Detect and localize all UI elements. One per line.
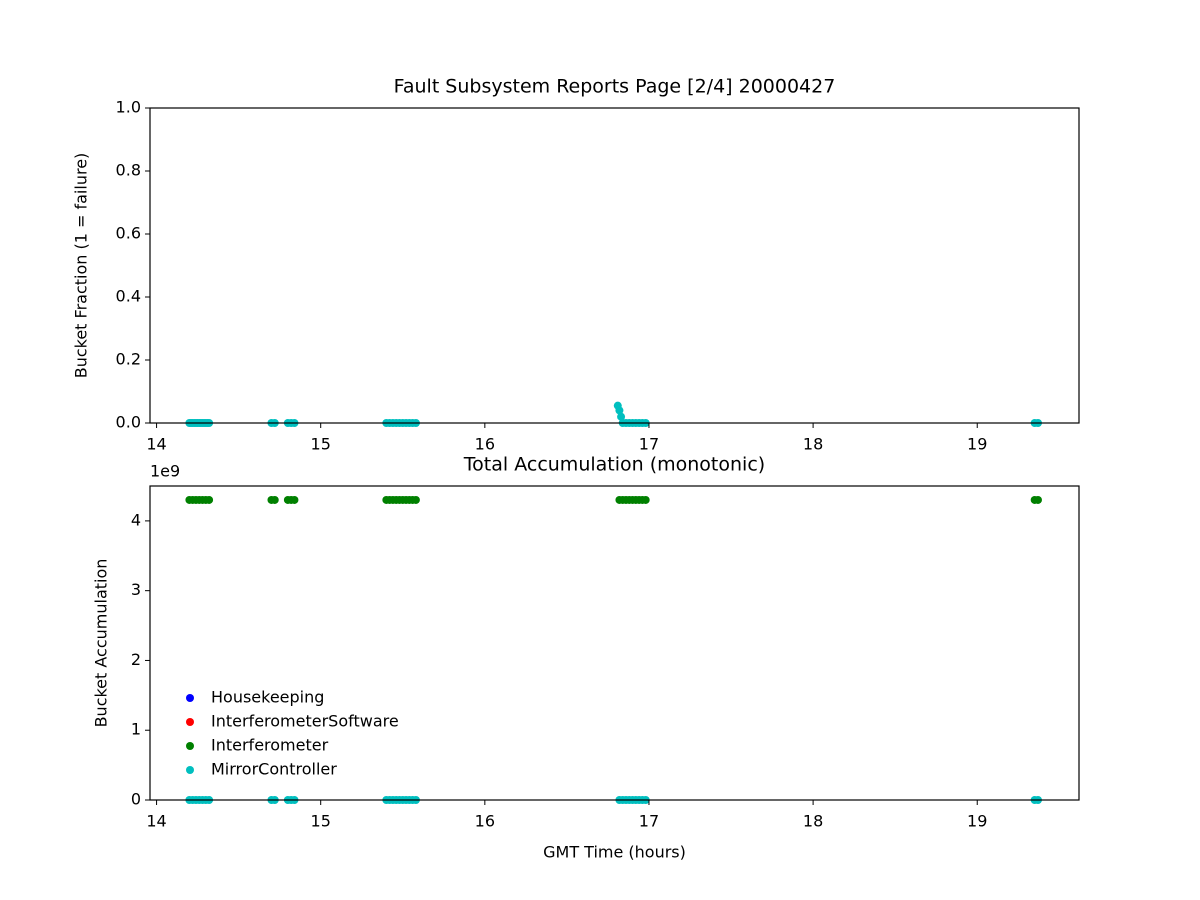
x-tick-label: 16 [475,812,495,831]
y-tick-label: 3 [131,580,141,599]
x-axis-label: GMT Time (hours) [543,843,686,862]
y-tick-label: 0.4 [116,287,141,306]
legend-label: Interferometer [211,736,329,755]
y-tick-label: 0 [131,790,141,809]
point [641,495,650,504]
x-tick-label: 18 [803,812,823,831]
x-tick-label: 19 [967,435,987,454]
y-tick-label: 0.6 [116,224,141,243]
point [1033,495,1042,504]
y-offset-label: 1e9 [150,462,180,481]
legend-marker [186,694,194,702]
point [270,495,279,504]
legend-label: InterferometerSoftware [211,712,399,731]
legend-label: Housekeeping [211,688,324,707]
x-tick-label: 18 [803,435,823,454]
y-axis-label: Bucket Fraction (1 = failure) [72,153,91,379]
x-tick-label: 15 [311,812,331,831]
axes-frame [149,485,1080,801]
axes-frame [149,107,1080,424]
legend-marker [186,718,194,726]
x-tick-label: 14 [146,812,166,831]
y-axis-label: Bucket Accumulation [92,559,111,728]
point [411,495,420,504]
y-tick-label: 2 [131,650,141,669]
x-tick-label: 19 [967,812,987,831]
chart-title: Fault Subsystem Reports Page [2/4] 20000… [394,76,836,98]
x-tick-label: 17 [639,435,659,454]
x-tick-label: 15 [311,435,331,454]
point [615,406,624,415]
y-tick-label: 1.0 [116,98,141,117]
legend-marker [186,766,194,774]
y-tick-label: 0.2 [116,350,141,369]
y-tick-label: 0.0 [116,413,141,432]
y-tick-label: 0.8 [116,161,141,180]
point [290,495,299,504]
legend-marker [186,742,194,750]
x-tick-label: 17 [639,812,659,831]
chart-title: Total Accumulation (monotonic) [463,454,765,476]
y-tick-label: 4 [131,510,141,529]
legend-label: MirrorController [211,760,337,779]
x-tick-label: 16 [475,435,495,454]
point [205,495,214,504]
point [617,412,626,421]
y-tick-label: 1 [131,720,141,739]
x-tick-label: 14 [146,435,166,454]
